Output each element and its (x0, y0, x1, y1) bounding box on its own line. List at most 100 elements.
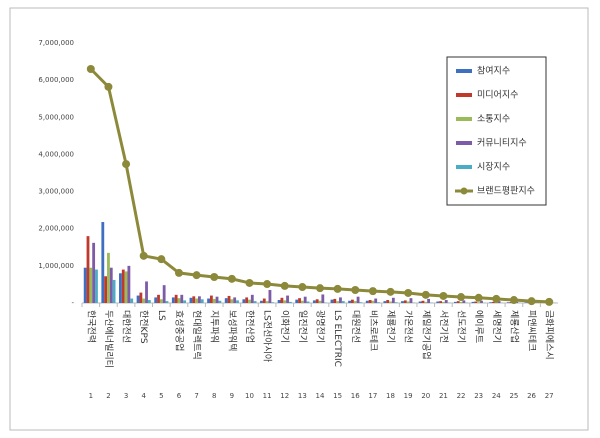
bar (104, 276, 108, 303)
bar (245, 297, 249, 303)
bar (377, 302, 380, 303)
bar (230, 299, 234, 303)
rank-label: 16 (351, 392, 360, 400)
bar (383, 301, 387, 303)
bar (315, 299, 319, 303)
bar (444, 300, 448, 303)
bar (171, 297, 175, 303)
bar (497, 301, 501, 303)
bar (200, 299, 204, 303)
bar (95, 269, 98, 303)
bar (424, 301, 428, 303)
bar (353, 301, 357, 303)
x-tick-label: 이화전기 (279, 310, 290, 343)
bar (242, 299, 246, 303)
bar (462, 300, 466, 303)
bar (321, 294, 325, 303)
bar (359, 302, 363, 303)
bar (101, 222, 105, 303)
bar (365, 300, 369, 303)
y-tick-label: 4,000,000 (38, 150, 74, 158)
x-tick-label: 효성중공업 (173, 310, 184, 351)
bar (474, 301, 478, 303)
x-tick-label: 한전산업 (244, 310, 255, 343)
y-tick-label: 5,000,000 (38, 113, 74, 121)
line-marker (174, 268, 183, 277)
bar (386, 300, 390, 303)
y-tick-label: 7,000,000 (38, 39, 74, 47)
x-tick-label: 금화피에스시 (544, 310, 555, 360)
bar (480, 300, 483, 303)
legend-swatch (456, 165, 472, 169)
bar (262, 298, 266, 303)
bar (248, 299, 251, 303)
bar (180, 294, 184, 303)
bar (339, 297, 342, 303)
x-tick-label: 선도전기 (456, 310, 467, 343)
bar (198, 296, 201, 303)
bar (453, 301, 457, 303)
rank-label: 5 (159, 392, 163, 400)
bar (174, 294, 178, 303)
rank-label: 8 (212, 392, 216, 400)
x-tick-label: 제룡산업 (508, 310, 519, 343)
bar (303, 296, 307, 303)
bar (83, 267, 87, 303)
bar (306, 301, 310, 303)
y-tick-label: - (71, 299, 74, 307)
bar (159, 299, 163, 303)
rank-label: 7 (194, 392, 198, 400)
line-marker (104, 82, 113, 91)
bar (492, 301, 495, 303)
bar (436, 301, 440, 303)
bar (439, 301, 442, 303)
x-tick-label: 보성파워텍 (226, 310, 237, 351)
x-tick-label: 제룡전기 (385, 310, 396, 343)
x-tick-label: 피앤씨테크 (526, 310, 537, 351)
legend-swatch (456, 117, 472, 121)
x-tick-label: LS전선아시아 (262, 310, 273, 363)
bar (136, 295, 140, 303)
rank-label: 9 (230, 392, 234, 400)
legend-label: 시장지수 (477, 162, 510, 173)
bar (165, 301, 169, 303)
bar (312, 300, 316, 303)
x-tick-label: 가온전선 (403, 310, 414, 343)
rank-label: 20 (421, 392, 430, 400)
bar (215, 296, 219, 303)
line-marker (157, 255, 166, 264)
bar (189, 297, 193, 303)
bar (368, 300, 372, 303)
rank-label: 4 (141, 392, 146, 400)
bar (177, 298, 181, 303)
rank-label: 14 (316, 392, 325, 400)
bar (236, 300, 239, 303)
line-marker (351, 286, 360, 294)
rank-label: 6 (177, 392, 182, 400)
bar (145, 281, 148, 303)
bar (371, 300, 375, 303)
bar (253, 301, 257, 303)
rank-label: 21 (439, 392, 448, 400)
bar (456, 301, 460, 303)
y-tick-label: 3,000,000 (38, 188, 74, 196)
bar (147, 300, 151, 303)
bar (341, 301, 345, 303)
x-tick-label: 세명전기 (491, 310, 502, 343)
rank-label: 11 (263, 392, 272, 400)
rank-label: 12 (280, 392, 289, 400)
y-tick-label: 2,000,000 (38, 225, 74, 233)
rank-label: 19 (404, 392, 413, 400)
rank-label: 18 (386, 392, 395, 400)
bar (506, 302, 510, 303)
legend-box (446, 56, 547, 206)
rank-label: 25 (509, 392, 518, 400)
bar (227, 295, 231, 303)
bar (121, 269, 125, 303)
legend-swatch (456, 93, 472, 97)
bar (260, 300, 263, 303)
bar (277, 300, 281, 303)
line-marker (404, 288, 413, 297)
x-tick-label: 서전기전 (438, 310, 449, 343)
rank-label: 22 (457, 392, 466, 400)
